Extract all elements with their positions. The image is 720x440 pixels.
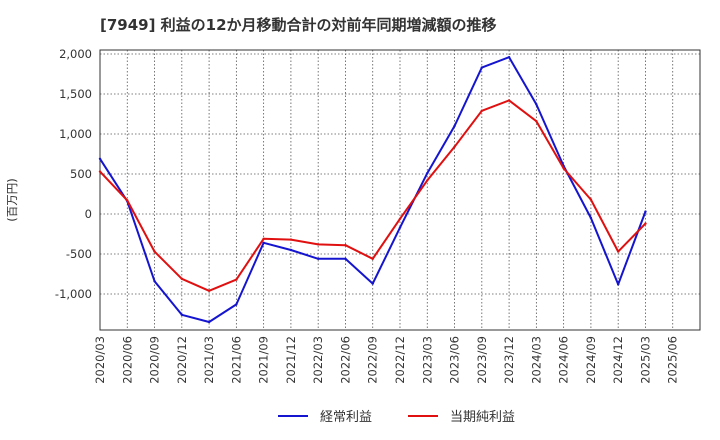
x-tick-label: 2023/06 <box>448 336 462 384</box>
x-tick-label: 2022/03 <box>311 336 325 384</box>
data-point <box>398 217 402 220</box>
series-line-2 <box>99 99 647 292</box>
data-point <box>453 124 456 128</box>
data-point <box>344 257 347 260</box>
data-point <box>207 320 211 324</box>
data-point <box>126 199 129 202</box>
x-tick-label: 2020/06 <box>120 336 134 384</box>
series <box>98 56 647 324</box>
y-tick-label: 0 <box>85 207 92 221</box>
legend: 経常利益 当期純利益 <box>278 410 515 425</box>
x-tick-label: 2025/06 <box>666 336 680 384</box>
data-point <box>398 226 402 229</box>
y-tick-label: -500 <box>66 247 92 261</box>
x-axis: 2020/03 2020/06 2020/09 2020/12 2021/03 2021/… <box>93 336 680 384</box>
x-tick-label: 2021/03 <box>202 336 216 384</box>
data-point <box>180 277 184 280</box>
x-tick-label: 2021/06 <box>229 336 243 384</box>
data-point <box>535 120 538 123</box>
data-point <box>589 198 593 201</box>
y-axis: 2,000 1,500 1,000 500 0 -500 -1,000 <box>55 47 92 301</box>
x-tick-label: 2023/12 <box>502 336 516 384</box>
data-point <box>644 210 647 213</box>
data-point <box>235 303 238 306</box>
data-point <box>426 179 429 182</box>
chart-title: [7949] 利益の12か月移動合計の対前年同期増減額の推移 <box>100 16 497 34</box>
data-point <box>480 109 484 113</box>
data-point <box>453 145 456 148</box>
data-point <box>616 283 620 286</box>
data-point <box>426 172 429 175</box>
plot-frame <box>99 49 701 331</box>
data-point <box>153 280 156 283</box>
data-point <box>480 66 484 69</box>
y-axis-label: (百万円) <box>5 178 19 221</box>
data-point <box>262 241 265 244</box>
data-point <box>562 167 565 170</box>
data-point <box>289 238 293 241</box>
data-point <box>207 289 211 292</box>
data-point <box>371 257 374 260</box>
data-point <box>616 250 620 253</box>
x-tick-label: 2023/03 <box>420 336 434 384</box>
x-tick-label: 2024/03 <box>529 336 543 384</box>
data-point <box>235 278 238 281</box>
data-point <box>535 103 538 106</box>
data-point <box>507 56 511 59</box>
data-point <box>98 157 102 160</box>
x-tick-label: 2020/12 <box>175 336 189 384</box>
x-tick-label: 2021/09 <box>257 336 271 384</box>
x-tick-label: 2022/06 <box>338 336 352 384</box>
y-tick-label: 2,000 <box>59 47 92 61</box>
data-point <box>180 313 184 316</box>
data-point <box>153 250 156 253</box>
x-tick-label: 2022/12 <box>393 336 407 384</box>
data-point <box>644 222 647 225</box>
y-tick-label: 500 <box>70 167 92 181</box>
data-point <box>507 99 511 102</box>
data-point <box>589 216 593 220</box>
x-tick-label: 2022/09 <box>366 336 380 384</box>
data-point <box>316 243 320 246</box>
grid <box>100 50 700 330</box>
x-tick-label: 2024/09 <box>584 336 598 384</box>
y-tick-label: 1,000 <box>59 127 92 141</box>
x-tick-label: 2020/09 <box>148 336 162 384</box>
x-tick-label: 2025/03 <box>638 336 652 384</box>
y-tick-label: -1,000 <box>55 287 92 301</box>
data-point <box>98 170 102 173</box>
legend-label: 当期純利益 <box>450 410 515 425</box>
data-point <box>344 244 347 247</box>
x-tick-label: 2024/12 <box>611 336 625 384</box>
data-point <box>371 282 374 285</box>
data-point <box>316 257 320 260</box>
data-point <box>262 237 265 240</box>
x-tick-label: 2021/12 <box>284 336 298 384</box>
y-tick-label: 1,500 <box>59 87 92 101</box>
data-point <box>289 248 293 252</box>
x-tick-label: 2024/06 <box>557 336 571 384</box>
legend-label: 経常利益 <box>320 410 372 425</box>
x-tick-label: 2020/03 <box>93 336 107 384</box>
x-tick-label: 2023/09 <box>475 336 489 384</box>
